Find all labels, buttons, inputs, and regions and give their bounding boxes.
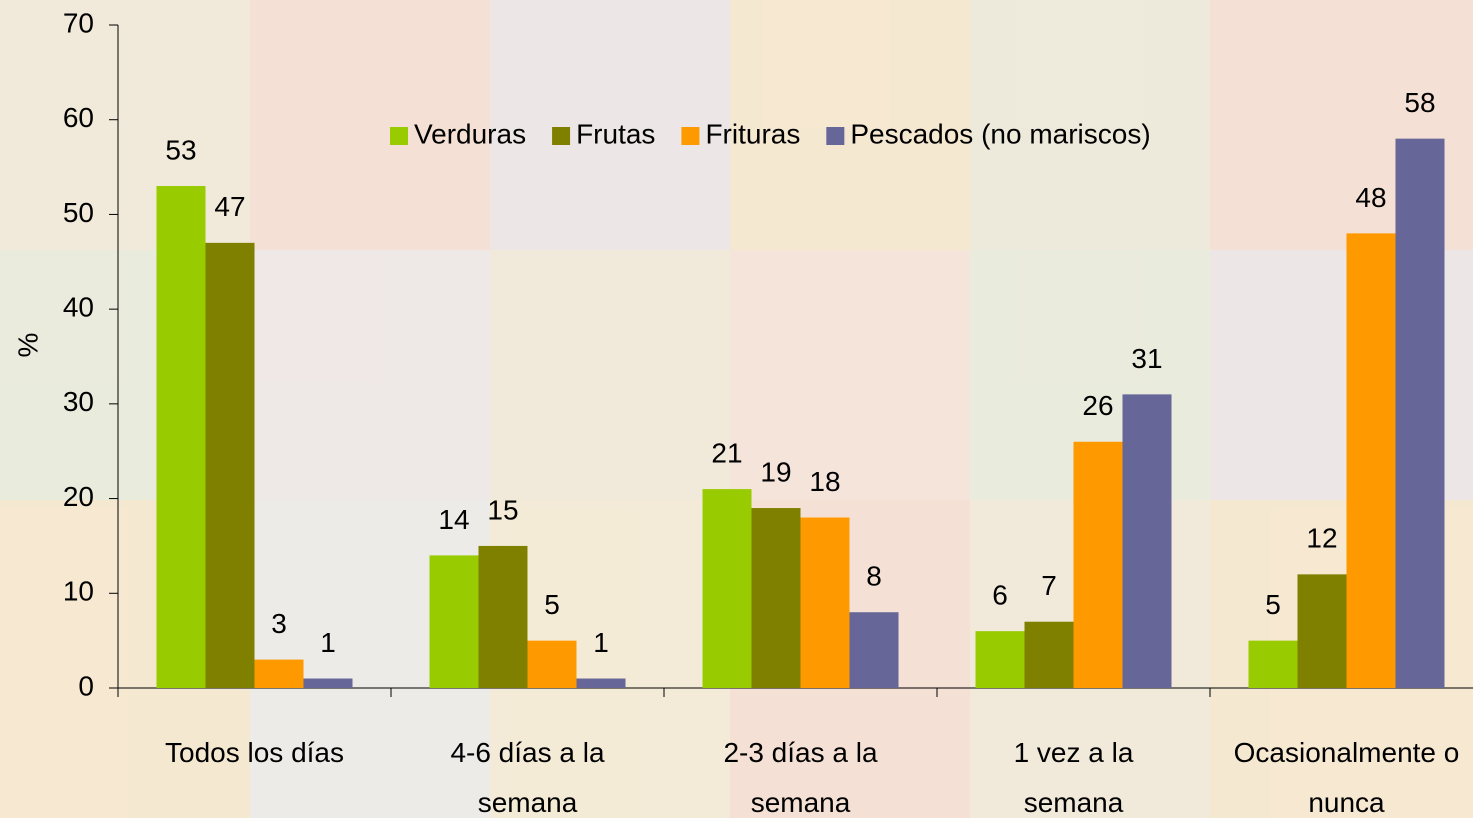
y-axis-label: %: [12, 333, 43, 358]
value-label: 14: [438, 504, 469, 535]
legend-label: Verduras: [414, 118, 526, 149]
value-label: 53: [165, 134, 196, 165]
value-label: 19: [760, 456, 791, 487]
bar: [752, 508, 801, 688]
y-tick-label: 10: [63, 576, 94, 607]
y-tick-label: 50: [63, 197, 94, 228]
bar: [304, 679, 353, 688]
bar: [1298, 574, 1347, 688]
x-tick-label: 4-6 días a la semana: [391, 728, 664, 818]
value-label: 5: [544, 589, 560, 620]
y-tick-label: 60: [63, 102, 94, 133]
value-label: 8: [866, 561, 882, 592]
value-label: 31: [1131, 343, 1162, 374]
chart: % 01020304050607053473114155121191886726…: [0, 0, 1473, 818]
legend-swatch: [552, 127, 570, 145]
value-label: 1: [593, 627, 609, 658]
bar: [577, 679, 626, 688]
x-tick-label: 1 vez a la semana: [937, 728, 1210, 818]
y-tick-label: 20: [63, 481, 94, 512]
value-label: 47: [214, 191, 245, 222]
bar: [430, 555, 479, 688]
value-label: 1: [320, 627, 336, 658]
bar: [1025, 622, 1074, 688]
value-label: 26: [1082, 390, 1113, 421]
bar: [1074, 442, 1123, 688]
y-tick-label: 40: [63, 292, 94, 323]
value-label: 12: [1306, 523, 1337, 554]
value-label: 58: [1404, 87, 1435, 118]
value-label: 6: [992, 580, 1008, 611]
value-label: 5: [1265, 589, 1281, 620]
bar: [976, 631, 1025, 688]
bar: [528, 641, 577, 688]
y-tick-label: 30: [63, 386, 94, 417]
bar: [1123, 394, 1172, 688]
y-tick-label: 0: [78, 670, 94, 701]
value-label: 18: [809, 466, 840, 497]
bar: [255, 660, 304, 688]
chart-svg: % 01020304050607053473114155121191886726…: [0, 0, 1473, 818]
legend-label: Pescados (no mariscos): [850, 118, 1150, 149]
legend-swatch: [390, 127, 408, 145]
y-tick-label: 70: [63, 7, 94, 38]
bar: [206, 243, 255, 688]
value-label: 48: [1355, 182, 1386, 213]
x-tick-label: 2-3 días a la semana: [664, 728, 937, 818]
bar: [479, 546, 528, 688]
value-label: 3: [271, 608, 287, 639]
value-label: 7: [1041, 570, 1057, 601]
bar: [1249, 641, 1298, 688]
legend-label: Frutas: [576, 118, 655, 149]
x-tick-label: Ocasionalmente o nunca: [1210, 728, 1473, 818]
value-label: 15: [487, 494, 518, 525]
x-tick-label: Todos los días: [118, 728, 391, 778]
bar: [1347, 233, 1396, 688]
legend-label: Frituras: [705, 118, 800, 149]
bar: [850, 612, 899, 688]
bar: [1396, 139, 1445, 688]
bar: [157, 186, 206, 688]
legend-swatch: [826, 127, 844, 145]
legend-swatch: [681, 127, 699, 145]
value-label: 21: [711, 437, 742, 468]
bar: [703, 489, 752, 688]
bar: [801, 518, 850, 688]
